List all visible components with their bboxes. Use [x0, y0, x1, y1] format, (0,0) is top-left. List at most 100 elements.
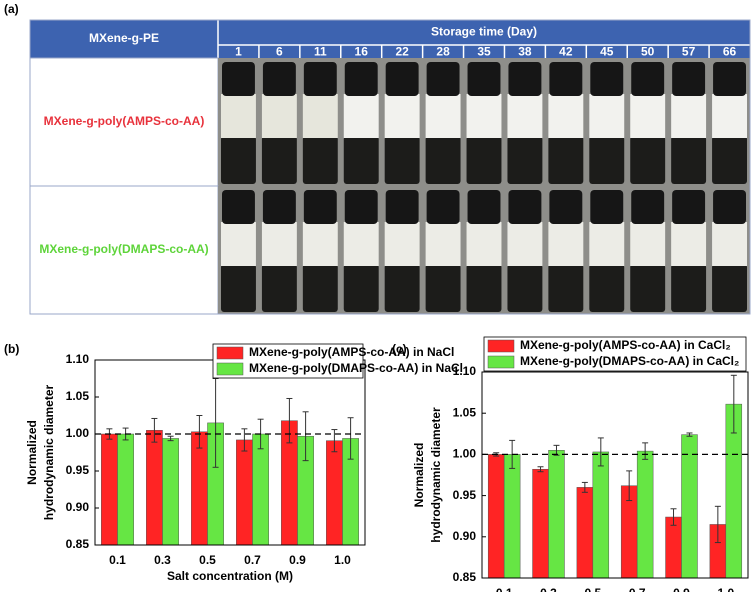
vial-label: [712, 222, 747, 266]
x-tick-label: 0.3: [540, 586, 557, 592]
vial-liquid: [384, 136, 420, 184]
y-tick-label: 1.05: [453, 405, 477, 419]
day-label: 35: [477, 45, 491, 59]
vial-cap: [631, 190, 665, 224]
panel-label: (a): [4, 2, 19, 16]
vial-label: [630, 94, 666, 138]
day-label: 28: [436, 45, 450, 59]
vial-cap: [631, 62, 665, 96]
vial-label: [302, 94, 338, 138]
row-cell: [29, 57, 219, 187]
bar: [252, 433, 269, 546]
day-label: 16: [355, 45, 369, 59]
vial-label: [507, 94, 543, 138]
bar: [117, 433, 134, 546]
vial-label: [261, 94, 297, 138]
vial-liquid: [466, 264, 502, 312]
legend-swatch: [216, 346, 244, 360]
bar: [592, 451, 610, 579]
y-tick-label: 0.90: [453, 529, 477, 543]
header-bg: [30, 20, 750, 58]
bar: [576, 487, 594, 579]
vial-label: [466, 222, 502, 266]
day-label: 11: [314, 45, 327, 59]
vial-cap: [508, 62, 542, 96]
vial-label: [221, 94, 256, 138]
row-label: MXene-g-poly(AMPS-co-AA): [44, 114, 205, 128]
vial-cap: [467, 190, 501, 224]
vial-liquid: [548, 264, 584, 312]
vial-liquid: [589, 264, 625, 312]
y-tick-label: 1.10: [66, 352, 90, 366]
x-tick-label: 0.1: [109, 553, 126, 567]
vial-cap: [262, 62, 296, 96]
vial-cap: [385, 190, 419, 224]
vial-cap: [344, 190, 378, 224]
vial-label: [425, 222, 461, 266]
table-border: [29, 19, 751, 315]
legend-label: MXene-g-poly(DMAPS-co-AA) in NaCl: [249, 361, 463, 375]
x-tick-label: 0.7: [629, 586, 646, 592]
vial-cap: [590, 190, 624, 224]
vial-cap: [303, 190, 337, 224]
vial-liquid: [343, 264, 379, 312]
vial-cap: [262, 190, 296, 224]
legend-label: MXene-g-poly(AMPS-co-AA) in NaCl: [249, 345, 454, 359]
panel-label: (b): [4, 342, 19, 356]
x-tick-label: 1.0: [717, 586, 734, 592]
bar: [487, 454, 505, 579]
vial-liquid: [261, 136, 297, 184]
row-cell: [29, 185, 219, 315]
bar: [665, 516, 682, 579]
vial-label: [261, 222, 297, 266]
x-tick-label: 1.0: [334, 553, 351, 567]
y-tick-label: 0.95: [66, 463, 90, 477]
x-tick-label: 0.1: [496, 586, 513, 592]
vial-liquid: [466, 136, 502, 184]
vial-label: [712, 94, 747, 138]
vial-label: [589, 222, 625, 266]
vial-label: [466, 94, 502, 138]
vial-cap: [426, 190, 460, 224]
vial-liquid: [343, 136, 379, 184]
legend-label: MXene-g-poly(AMPS-co-AA) in CaCl₂: [520, 338, 731, 352]
vial-liquid: [507, 264, 543, 312]
vial-liquid: [507, 136, 543, 184]
y-tick-label: 0.90: [66, 500, 90, 514]
vial-cap: [549, 62, 583, 96]
vial-cap: [508, 190, 542, 224]
table-header: Storage time (Day): [431, 25, 537, 39]
vial-cap: [549, 190, 583, 224]
vial-cap: [385, 62, 419, 96]
y-tick-label: 1.10: [453, 364, 477, 378]
vial-cap: [222, 62, 255, 96]
vial-liquid: [302, 136, 338, 184]
bar: [548, 450, 565, 579]
vial-cap: [672, 62, 706, 96]
vial-cap: [713, 190, 746, 224]
vial-cap: [590, 62, 624, 96]
vial-liquid: [589, 136, 625, 184]
legend-label: MXene-g-poly(DMAPS-co-AA) in CaCl₂: [520, 354, 739, 368]
row-label: MXene-g-poly(DMAPS-co-AA): [39, 242, 208, 256]
bar: [503, 454, 521, 579]
y-tick-label: 1.00: [66, 426, 90, 440]
y-tick-label: 0.85: [453, 570, 477, 584]
vial-label: [507, 222, 543, 266]
vial-label: [589, 94, 625, 138]
vial-cap: [303, 62, 337, 96]
bar: [326, 440, 343, 546]
vial-liquid: [384, 264, 420, 312]
vial-label: [671, 94, 707, 138]
y-axis-label: hydrodynamic diameter: [429, 407, 443, 543]
vial-cap: [344, 62, 378, 96]
day-label: 38: [518, 45, 532, 59]
x-tick-label: 0.9: [673, 586, 690, 592]
day-label: 6: [276, 45, 283, 59]
y-tick-label: 0.85: [66, 537, 90, 551]
vial-liquid: [671, 264, 707, 312]
vial-cap: [713, 62, 746, 96]
y-axis-label: Normalized: [25, 420, 39, 485]
vial-liquid: [712, 264, 747, 312]
vial-cap: [222, 190, 255, 224]
